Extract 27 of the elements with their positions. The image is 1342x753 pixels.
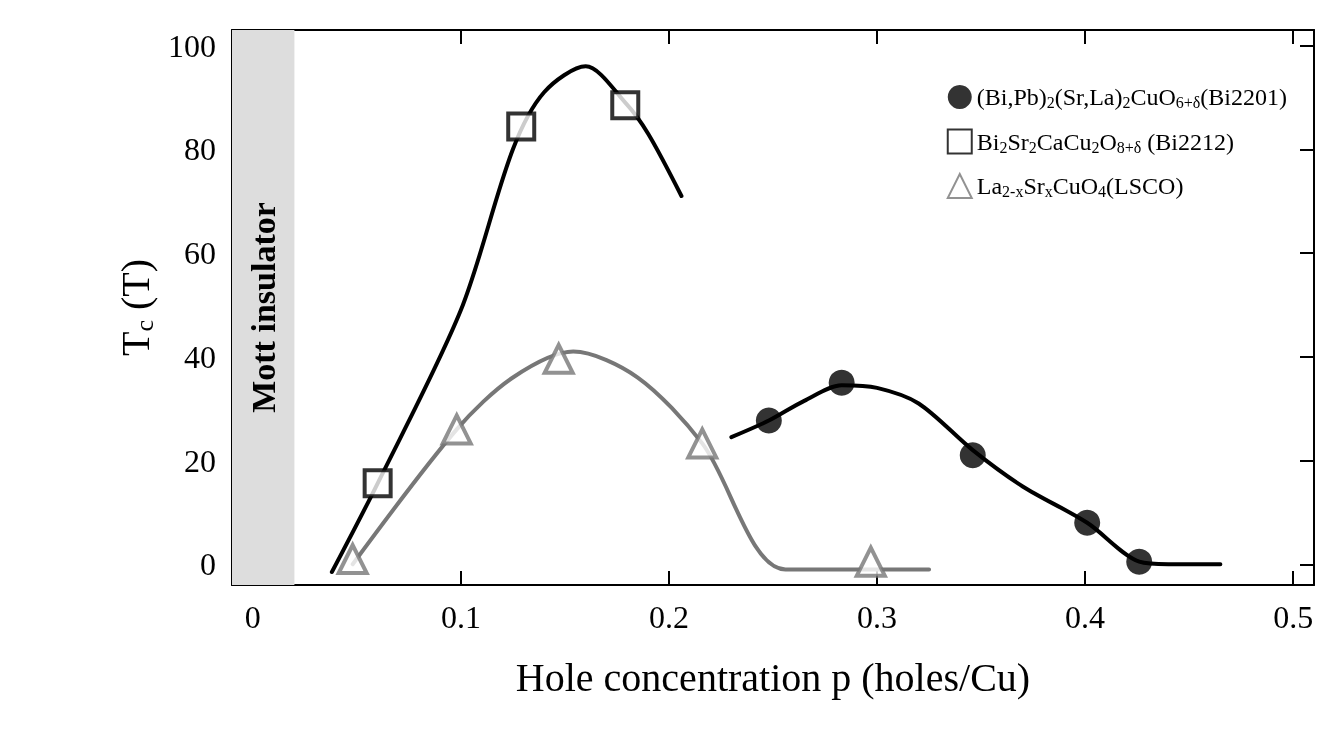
point	[828, 369, 855, 396]
x-tick-label: 0.2	[648, 599, 689, 635]
y-tick-label: 0	[200, 546, 216, 583]
y-tick-label: 80	[184, 131, 216, 168]
y-tick-label: 100	[168, 27, 216, 64]
x-tick-label: 0	[244, 599, 261, 635]
point	[686, 427, 719, 460]
x-tick-label: 0.3	[857, 599, 898, 635]
y-axis-title: Tc (T)	[112, 258, 159, 357]
point	[541, 340, 576, 375]
x-tick-label: 0.1	[440, 599, 481, 635]
point	[755, 407, 782, 434]
x-tick-label: 0.5	[1273, 599, 1314, 635]
point	[853, 543, 888, 578]
y-tick-label: 60	[184, 235, 216, 272]
x-axis-title: Hole concentration p (holes/Cu)	[515, 654, 1031, 700]
x-tick-label: 0.4	[1065, 599, 1106, 635]
band-label: Mott insulator	[244, 202, 282, 413]
y-tick-label: 40	[184, 338, 216, 375]
point	[610, 90, 641, 121]
point	[362, 468, 393, 499]
point	[1126, 548, 1153, 575]
point	[959, 442, 986, 469]
y-tick-label: 20	[184, 442, 216, 479]
point	[440, 413, 473, 446]
point	[1074, 509, 1101, 536]
point	[506, 111, 537, 142]
